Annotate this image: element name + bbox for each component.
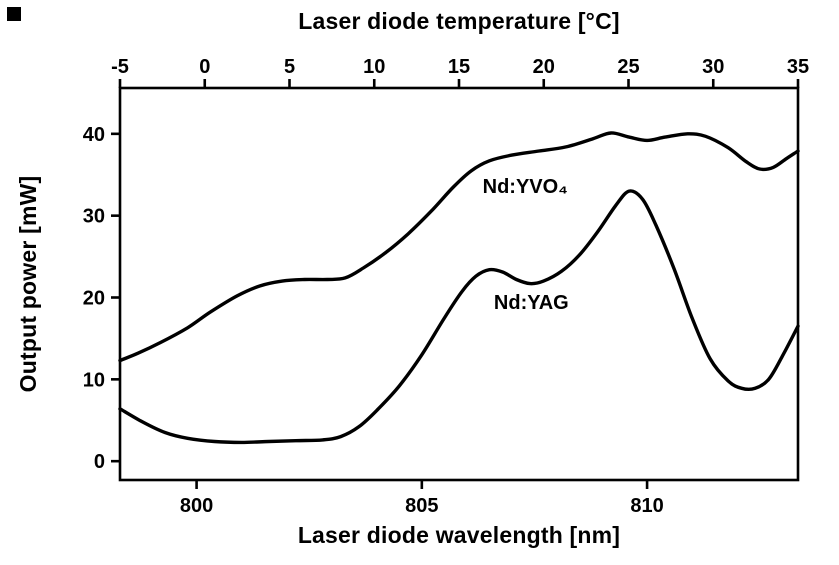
series-label-nd-yag: Nd:YAG — [494, 292, 569, 314]
y-tick-label: 40 — [83, 124, 105, 146]
y-tick-label: 0 — [94, 451, 105, 473]
x-top-tick-label: 30 — [702, 56, 724, 78]
x-top-tick-label: 35 — [787, 56, 809, 78]
bottom-axis-title: Laser diode wavelength [nm] — [297, 522, 621, 548]
x-top-tick-label: 20 — [533, 56, 555, 78]
x-top-tick-label: 15 — [448, 56, 470, 78]
series-line-nd-yvo4 — [118, 131, 800, 363]
y-tick-label: 30 — [83, 206, 105, 228]
x-top-tick-label: 10 — [363, 56, 385, 78]
x-top-tick-label: 25 — [617, 56, 639, 78]
scan-artifact-square — [7, 7, 21, 21]
y-tick-label: 10 — [83, 369, 105, 391]
x-top-tick-label: 5 — [284, 56, 295, 78]
x-top-tick-label: 0 — [199, 56, 210, 78]
x-bottom-tick-label: 800 — [180, 495, 213, 517]
plot-frame — [118, 86, 800, 482]
x-bottom-tick-label: 805 — [405, 495, 438, 517]
x-bottom-tick-label: 810 — [630, 495, 663, 517]
series-line-nd-yag — [118, 189, 800, 445]
top-axis-title: Laser diode temperature [°C] — [298, 8, 620, 34]
y-tick-label: 20 — [83, 288, 105, 310]
x-top-tick-label: -5 — [111, 56, 129, 78]
series-label-nd-yvo4: Nd:YVO₄ — [483, 176, 568, 198]
